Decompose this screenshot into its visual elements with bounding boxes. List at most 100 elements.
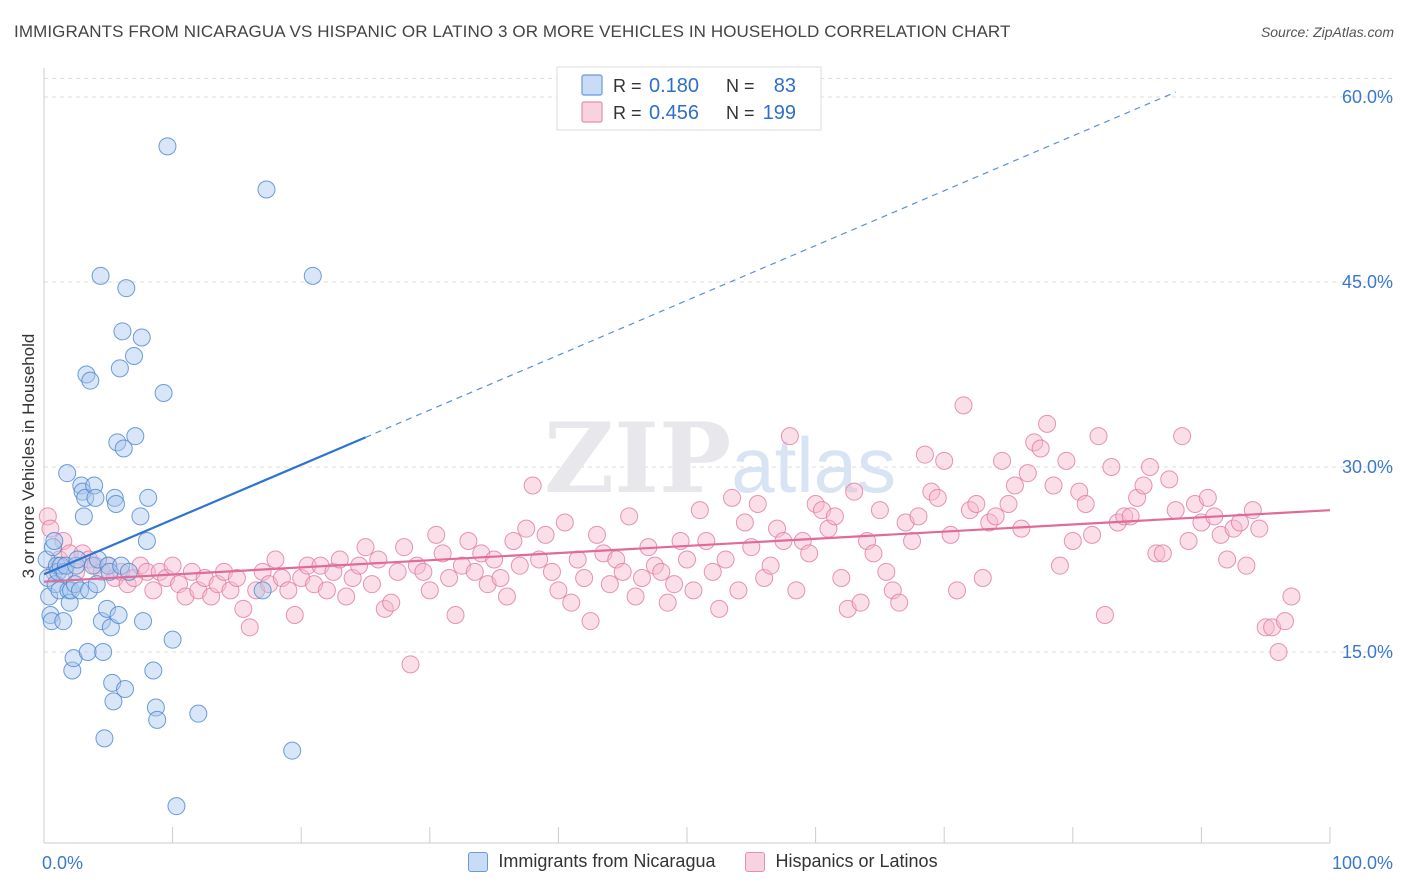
stats-r-label: R = <box>613 76 642 96</box>
trend-line-nicaragua <box>43 436 366 576</box>
point-nicaragua <box>78 643 97 661</box>
point-hispanic <box>690 501 709 520</box>
point-hispanic <box>787 581 806 600</box>
point-nicaragua <box>158 137 177 156</box>
point-nicaragua <box>114 439 133 458</box>
point-hispanic <box>935 451 954 470</box>
point-hispanic <box>697 532 716 550</box>
point-hispanic <box>716 550 735 569</box>
point-hispanic <box>1243 501 1262 520</box>
point-hispanic <box>1147 544 1166 563</box>
point-nicaragua <box>144 661 163 680</box>
x-tick-label-start: 0.0% <box>42 853 83 873</box>
point-hispanic <box>986 507 1005 526</box>
point-hispanic <box>1179 532 1198 550</box>
legend-item-nicaragua[interactable]: Immigrants from Nicaragua <box>468 851 715 872</box>
legend-item-hispanic[interactable]: Hispanics or Latinos <box>745 851 938 872</box>
trend-line-hispanic <box>43 509 1331 583</box>
point-nicaragua <box>113 322 132 341</box>
point-hispanic <box>600 575 619 594</box>
point-hispanic <box>1057 451 1076 470</box>
point-hispanic <box>1005 476 1024 495</box>
point-hispanic <box>780 427 799 446</box>
point-nicaragua <box>58 464 77 483</box>
point-hispanic <box>517 519 536 538</box>
point-hispanic <box>684 581 703 600</box>
point-nicaragua <box>86 488 105 507</box>
point-hispanic <box>703 562 722 581</box>
point-hispanic <box>903 532 922 550</box>
legend-swatch-blue <box>468 851 489 872</box>
point-nicaragua <box>54 612 73 631</box>
data-points <box>37 137 1301 816</box>
point-hispanic <box>536 525 555 544</box>
stats-n-value: 199 <box>763 102 796 124</box>
point-hispanic <box>542 562 561 581</box>
point-hispanic <box>401 655 420 674</box>
point-hispanic <box>928 488 947 507</box>
point-hispanic <box>967 495 986 513</box>
point-nicaragua <box>132 328 151 347</box>
point-nicaragua <box>131 507 150 526</box>
point-hispanic <box>1095 606 1114 624</box>
point-hispanic <box>890 593 909 612</box>
x-tick-labels: 0.0% 100.0% <box>42 853 1393 873</box>
point-hispanic <box>1076 495 1095 513</box>
trend-line-nicaragua-extension <box>365 91 1176 438</box>
stats-n-value: 83 <box>774 75 796 97</box>
point-hispanic <box>1018 464 1037 483</box>
point-hispanic <box>369 550 388 569</box>
point-nicaragua <box>163 630 182 649</box>
point-hispanic <box>1173 427 1192 446</box>
stats-swatch <box>581 74 603 96</box>
point-hispanic <box>832 569 851 587</box>
point-nicaragua <box>137 532 156 550</box>
legend-label-nicaragua: Immigrants from Nicaragua <box>498 851 716 871</box>
point-nicaragua <box>117 279 136 298</box>
point-hispanic <box>337 587 356 606</box>
point-hispanic <box>350 556 369 575</box>
point-nicaragua <box>109 606 128 624</box>
point-nicaragua <box>105 488 124 507</box>
stats-n-label: N = <box>726 76 755 96</box>
point-nicaragua <box>99 556 118 575</box>
point-hispanic <box>1275 612 1294 631</box>
point-hispanic <box>723 488 742 507</box>
point-hispanic <box>954 396 973 415</box>
point-hispanic <box>581 612 600 631</box>
point-nicaragua <box>44 538 63 557</box>
point-hispanic <box>279 581 298 600</box>
point-hispanic <box>1044 476 1063 495</box>
point-hispanic <box>1038 414 1057 433</box>
point-hispanic <box>1089 427 1108 446</box>
point-hispanic <box>395 538 414 557</box>
point-hispanic <box>973 569 992 587</box>
point-hispanic <box>993 451 1012 470</box>
point-hispanic <box>1269 643 1288 661</box>
point-hispanic <box>568 550 587 569</box>
point-hispanic <box>562 593 581 612</box>
point-hispanic <box>459 532 478 550</box>
point-hispanic <box>877 562 896 581</box>
point-hispanic <box>1160 470 1179 489</box>
point-hispanic <box>414 562 433 581</box>
point-hispanic <box>356 538 375 557</box>
point-hispanic <box>620 507 639 526</box>
point-hispanic <box>427 525 446 544</box>
watermark-atlas: atlas <box>731 421 896 509</box>
point-nicaragua <box>71 581 90 600</box>
legend-label-hispanic: Hispanics or Latinos <box>775 851 938 871</box>
watermark-zip: ZIP <box>544 402 731 515</box>
point-nicaragua <box>303 266 322 285</box>
point-hispanic <box>1166 501 1185 520</box>
point-hispanic <box>163 556 182 575</box>
point-nicaragua <box>76 488 95 507</box>
point-hispanic <box>420 581 439 600</box>
y-tick-label: 30.0% <box>1342 457 1393 477</box>
point-hispanic <box>362 575 381 594</box>
point-hispanic <box>510 556 529 575</box>
point-hispanic <box>1237 556 1256 575</box>
point-hispanic <box>864 544 883 563</box>
point-hispanic <box>761 556 780 575</box>
point-hispanic <box>1250 519 1269 538</box>
